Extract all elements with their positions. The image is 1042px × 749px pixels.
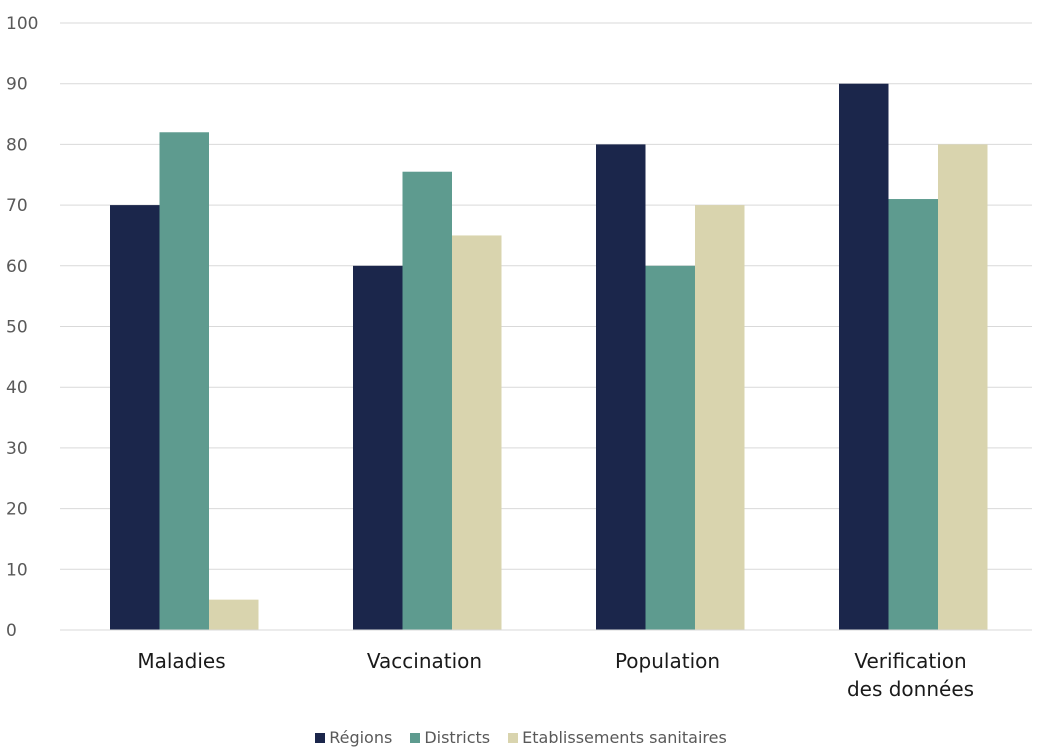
y-tick-label: 0	[6, 621, 17, 641]
x-category-label: Vaccination	[367, 649, 482, 673]
bar	[888, 199, 938, 630]
bar	[452, 235, 502, 630]
y-axis-tick-labels: 0 10 20 30 40 50 60 70 80 90 100	[6, 14, 38, 641]
legend-label-regions: Régions	[329, 728, 393, 747]
y-tick-label: 80	[6, 135, 28, 155]
x-category-label: Maladies	[137, 649, 225, 673]
x-category-label: Population	[615, 649, 720, 673]
bar	[596, 144, 646, 630]
y-tick-label: 60	[6, 257, 28, 277]
bar	[110, 205, 160, 630]
legend: Régions Districts Etablissements sanitai…	[0, 728, 1042, 747]
legend-label-etablissements: Etablissements sanitaires	[522, 728, 727, 747]
y-tick-label: 100	[6, 14, 38, 34]
legend-swatch-regions	[315, 732, 326, 743]
bar	[839, 83, 889, 630]
bar	[159, 132, 209, 630]
legend-label-districts: Districts	[424, 728, 491, 747]
bar	[402, 171, 452, 630]
gridlines	[60, 22, 1032, 570]
y-tick-label: 50	[6, 318, 28, 338]
y-tick-label: 30	[6, 439, 28, 459]
bar	[209, 599, 259, 630]
x-category-label: Verification	[854, 649, 966, 673]
legend-item-districts: Districts	[410, 728, 490, 747]
y-tick-label: 90	[6, 75, 28, 95]
y-tick-label: 40	[6, 378, 28, 398]
x-axis-category-labels: Maladies Vaccination Population Verificatio…	[137, 649, 974, 701]
bars	[110, 83, 988, 630]
bar	[645, 265, 695, 630]
legend-swatch-districts	[410, 732, 421, 743]
x-category-label: des données	[847, 677, 974, 701]
bar	[938, 144, 988, 630]
bar-chart: 0 10 20 30 40 50 60 70 80 90 100 Maladies Vaccinati…	[6, 14, 1032, 701]
legend-item-regions: Régions	[315, 728, 392, 747]
bar	[353, 265, 403, 630]
legend-item-etablissements: Etablissements sanitaires	[508, 728, 727, 747]
y-tick-label: 70	[6, 196, 28, 216]
y-tick-label: 10	[6, 560, 28, 580]
bar	[695, 205, 745, 630]
legend-swatch-etablissements	[508, 732, 519, 743]
y-tick-label: 20	[6, 500, 28, 520]
